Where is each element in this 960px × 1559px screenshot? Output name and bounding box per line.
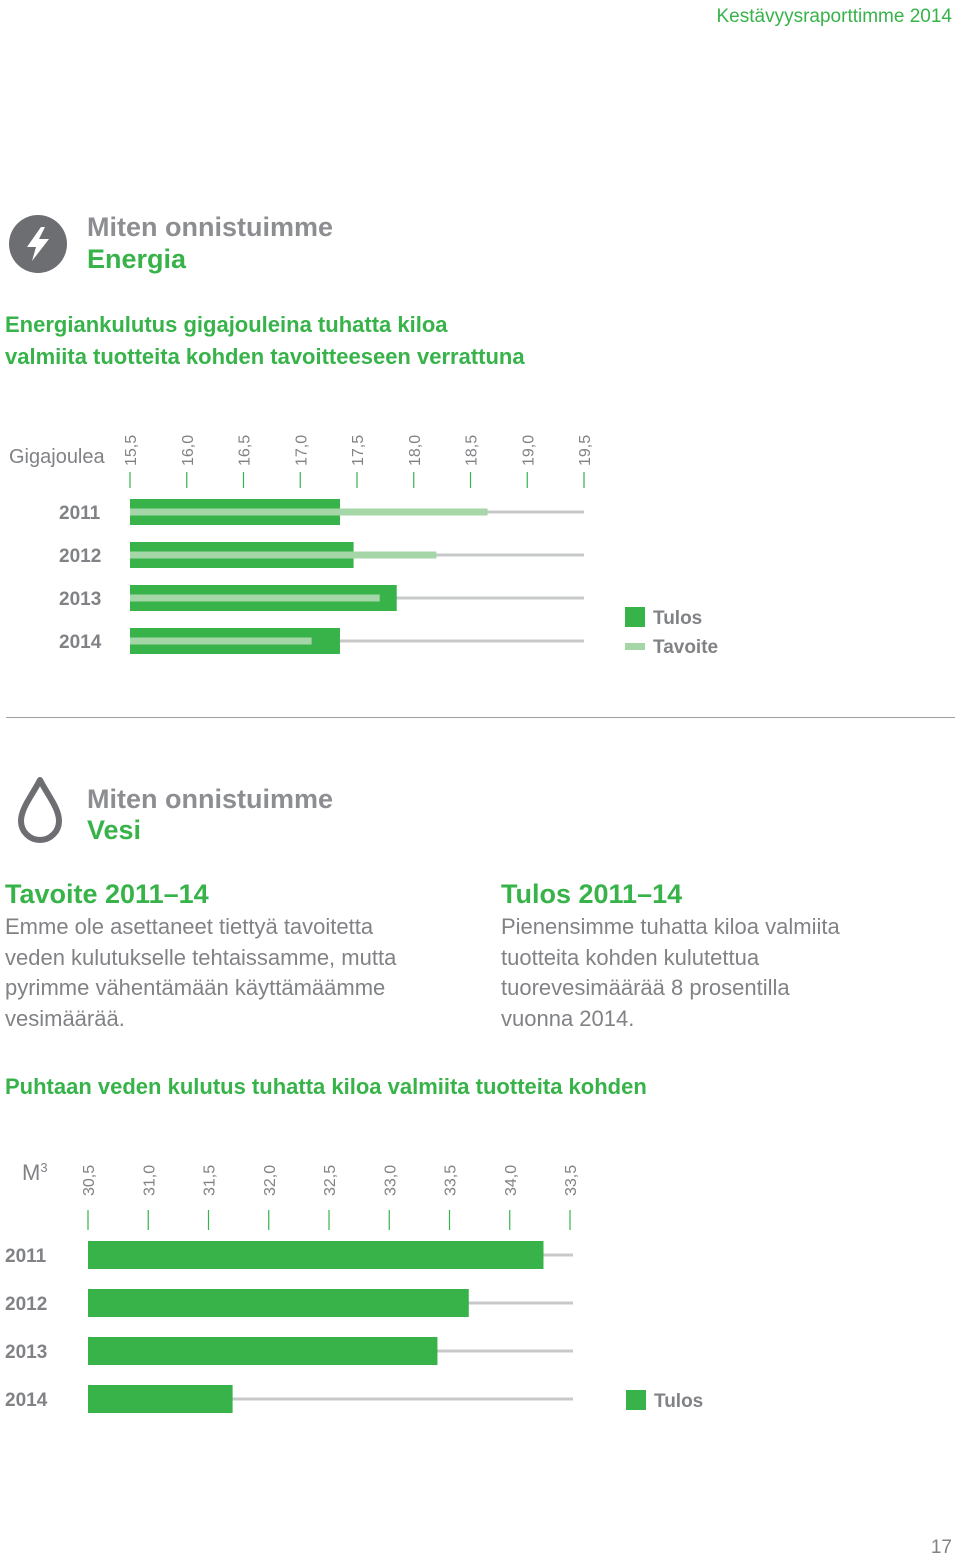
water-heading: Miten onnistuimme	[87, 784, 334, 814]
category-label: 2012	[5, 1294, 47, 1315]
tick-label: 31,5	[202, 1165, 219, 1196]
water-chart-title: Puhtaan veden kulutus tuhatta kiloa valm…	[5, 1074, 647, 1099]
legend-swatch-result	[626, 1390, 646, 1410]
target-bar	[130, 637, 312, 645]
legend-swatch-result	[625, 607, 645, 627]
result-text-line: Pienensimme tuhatta kiloa valmiita	[501, 914, 840, 939]
tick-label: 33,5	[443, 1165, 460, 1196]
tick-label: 18,5	[464, 435, 481, 466]
tick-label: 32,0	[262, 1165, 279, 1196]
legend-label: Tulos	[653, 608, 702, 629]
report-title: Kestävyysraporttimme 2014	[716, 6, 953, 27]
water-drop-icon	[17, 776, 63, 849]
legend-label: Tavoite	[653, 637, 718, 658]
category-label: 2013	[5, 1342, 47, 1363]
energy-chart: Gigajoulea 15,5 16,0 16,5 17,0 17,5 18,0 18,5 19…	[9, 435, 718, 658]
tick-label: 33,5	[563, 1165, 580, 1196]
result-text-line: tuotteita kohden kulutettua	[501, 944, 760, 970]
result-text-line: vuonna 2014.	[501, 1005, 635, 1031]
category-label: 2013	[59, 589, 101, 610]
axis-unit-superscript: 3	[40, 1160, 47, 1175]
axis-unit-label: Gigajoulea	[9, 446, 106, 468]
target-text-line: pyrimme vähentämään käyttämäämme	[5, 975, 386, 1000]
tick-label: 16,5	[237, 435, 254, 466]
legend-swatch-target	[625, 643, 645, 650]
water-subheading: Vesi	[87, 815, 142, 845]
tick-label: 34,0	[503, 1165, 520, 1196]
target-heading: Tavoite 2011–14	[5, 879, 209, 909]
tick-label: 30,5	[81, 1165, 98, 1196]
energy-heading: Miten onnistuimme	[87, 212, 334, 242]
energy-subheading: Energia	[87, 244, 187, 274]
tick-label: 19,0	[520, 435, 537, 466]
category-label: 2011	[59, 503, 101, 524]
target-text-line: vesimäärää.	[5, 1005, 125, 1031]
result-bar	[88, 1337, 438, 1365]
tick-label: 32,5	[322, 1165, 339, 1196]
axis-unit-label: M3	[22, 1160, 48, 1185]
tick-label: 16,0	[180, 435, 197, 466]
section-divider	[6, 717, 955, 718]
tick-label: 15,5	[123, 435, 140, 466]
energy-chart-title-line2: valmiita tuotteita kohden tavoitteeseen …	[5, 344, 525, 369]
result-heading: Tulos 2011–14	[501, 879, 683, 909]
result-bar	[88, 1289, 469, 1317]
result-bar	[88, 1241, 544, 1269]
category-label: 2014	[5, 1390, 48, 1411]
result-text: Pienensimme tuhatta kiloa valmiita tuott…	[501, 912, 840, 1034]
legend-label: Tulos	[654, 1391, 703, 1412]
tick-label: 31,0	[141, 1165, 158, 1196]
energy-chart-title-line1: Energiankulutus gigajouleina tuhatta kil…	[5, 312, 448, 337]
target-bar	[130, 551, 437, 559]
tick-label: 18,0	[407, 435, 424, 466]
target-text: Emme ole asettaneet tiettyä tavoitetta v…	[5, 912, 396, 1034]
result-bar	[88, 1385, 233, 1413]
category-label: 2011	[5, 1246, 47, 1267]
page-number: 17	[930, 1537, 952, 1558]
target-text-line: veden kulutukselle tehtaissamme, mutta	[5, 944, 397, 970]
tick-label: 33,0	[382, 1165, 399, 1196]
category-label: 2012	[59, 546, 101, 567]
target-text-line: Emme ole asettaneet tiettyä tavoitetta	[5, 914, 374, 939]
tick-label: 17,0	[293, 435, 310, 466]
target-bar	[130, 508, 488, 516]
target-bar	[130, 594, 380, 602]
result-text-line: tuorevesimäärää 8 prosentilla	[501, 975, 790, 1000]
tick-label: 17,5	[350, 435, 367, 466]
category-label: 2014	[59, 632, 102, 653]
tick-label: 19,5	[577, 435, 594, 466]
water-chart: M3 30,5 31,0 31,5 32,0 32,5 33,0 33,5 34,0 33,5 20…	[5, 1160, 703, 1413]
lightning-icon	[9, 215, 67, 273]
